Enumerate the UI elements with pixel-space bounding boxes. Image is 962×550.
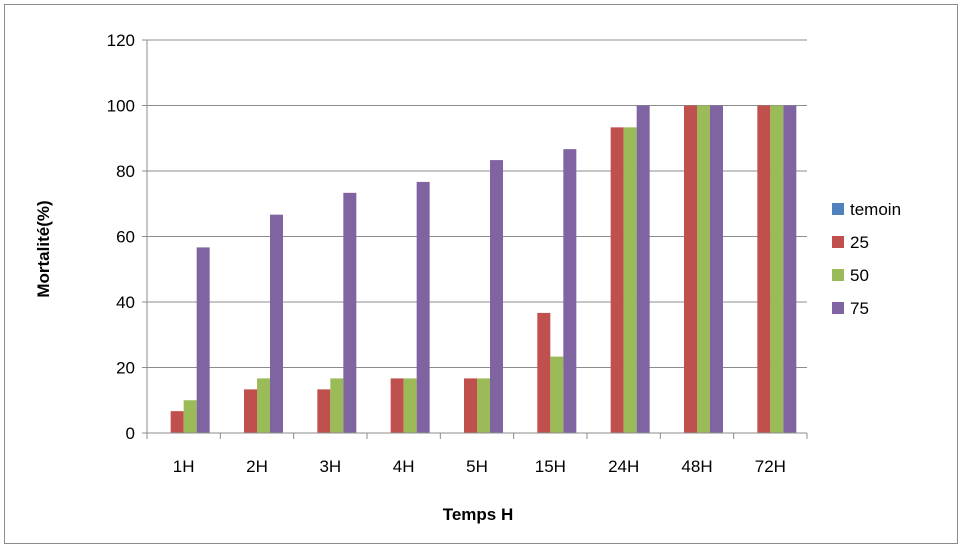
bar-25-4H	[390, 378, 404, 433]
bar-75-1H	[196, 247, 210, 433]
bar-25-72H	[757, 105, 771, 433]
x-tick-label: 5H	[466, 457, 488, 476]
bar-50-1H	[183, 400, 197, 433]
bar-25-24H	[610, 127, 624, 434]
bar-50-4H	[403, 378, 417, 433]
bar-25-3H	[317, 389, 331, 433]
mortality-bar-chart: 0 20 40 60 80 100 120 1H 2H 3H 4H 5H 15H 24H 48H 72H T…	[34, 31, 901, 524]
legend-label-25: 25	[850, 233, 869, 252]
bar-25-5H	[464, 378, 477, 433]
x-axis-title: Temps H	[443, 505, 514, 524]
legend-swatch-50	[832, 269, 844, 281]
bars	[170, 105, 797, 434]
y-tick-label: 20	[116, 359, 135, 378]
chart-frame: 0 20 40 60 80 100 120 1H 2H 3H 4H 5H 15H 24H 48H 72H T…	[4, 4, 958, 544]
x-tick-label: 72H	[755, 457, 786, 476]
bar-75-24H	[636, 105, 650, 433]
bar-75-72H	[783, 105, 797, 433]
legend: temoin 25 50 75	[832, 200, 901, 318]
bar-50-48H	[697, 105, 710, 433]
bar-50-3H	[330, 378, 344, 433]
bar-75-2H	[270, 214, 283, 433]
legend-label-temoin: temoin	[850, 200, 901, 219]
bar-25-15H	[537, 312, 551, 433]
bar-75-48H	[710, 105, 723, 433]
bar-25-2H	[244, 389, 257, 433]
x-tick-label: 24H	[608, 457, 639, 476]
bar-75-3H	[343, 192, 357, 433]
x-tick-label: 1H	[173, 457, 195, 476]
y-tick-label: 40	[116, 293, 135, 312]
bar-50-72H	[770, 105, 784, 433]
y-tick-label: 100	[107, 97, 135, 116]
bar-50-15H	[550, 356, 564, 433]
bar-75-5H	[490, 160, 503, 434]
legend-label-75: 75	[850, 299, 869, 318]
x-tick-labels: 1H 2H 3H 4H 5H 15H 24H 48H 72H	[173, 457, 786, 476]
x-tick-label: 15H	[535, 457, 566, 476]
axes	[146, 40, 808, 439]
bar-50-5H	[477, 378, 490, 433]
y-axis-title: Mortalité(%)	[34, 200, 53, 297]
legend-label-50: 50	[850, 266, 869, 285]
bar-25-48H	[684, 105, 697, 433]
legend-swatch-25	[832, 236, 844, 248]
bar-75-4H	[416, 181, 430, 433]
x-tick-label: 48H	[681, 457, 712, 476]
legend-swatch-75	[832, 302, 844, 314]
y-tick-label: 0	[126, 424, 135, 443]
bar-50-2H	[257, 378, 270, 433]
y-tick-label: 60	[116, 228, 135, 247]
bar-50-24H	[623, 127, 637, 434]
legend-swatch-temoin	[832, 203, 844, 215]
y-tick-label: 80	[116, 162, 135, 181]
bar-25-1H	[170, 411, 184, 433]
x-tick-label: 4H	[393, 457, 415, 476]
y-tick-label: 120	[107, 31, 135, 50]
bar-75-15H	[563, 149, 577, 433]
x-tick-label: 3H	[319, 457, 341, 476]
x-tick-label: 2H	[246, 457, 268, 476]
y-tick-labels: 0 20 40 60 80 100 120	[107, 31, 135, 443]
